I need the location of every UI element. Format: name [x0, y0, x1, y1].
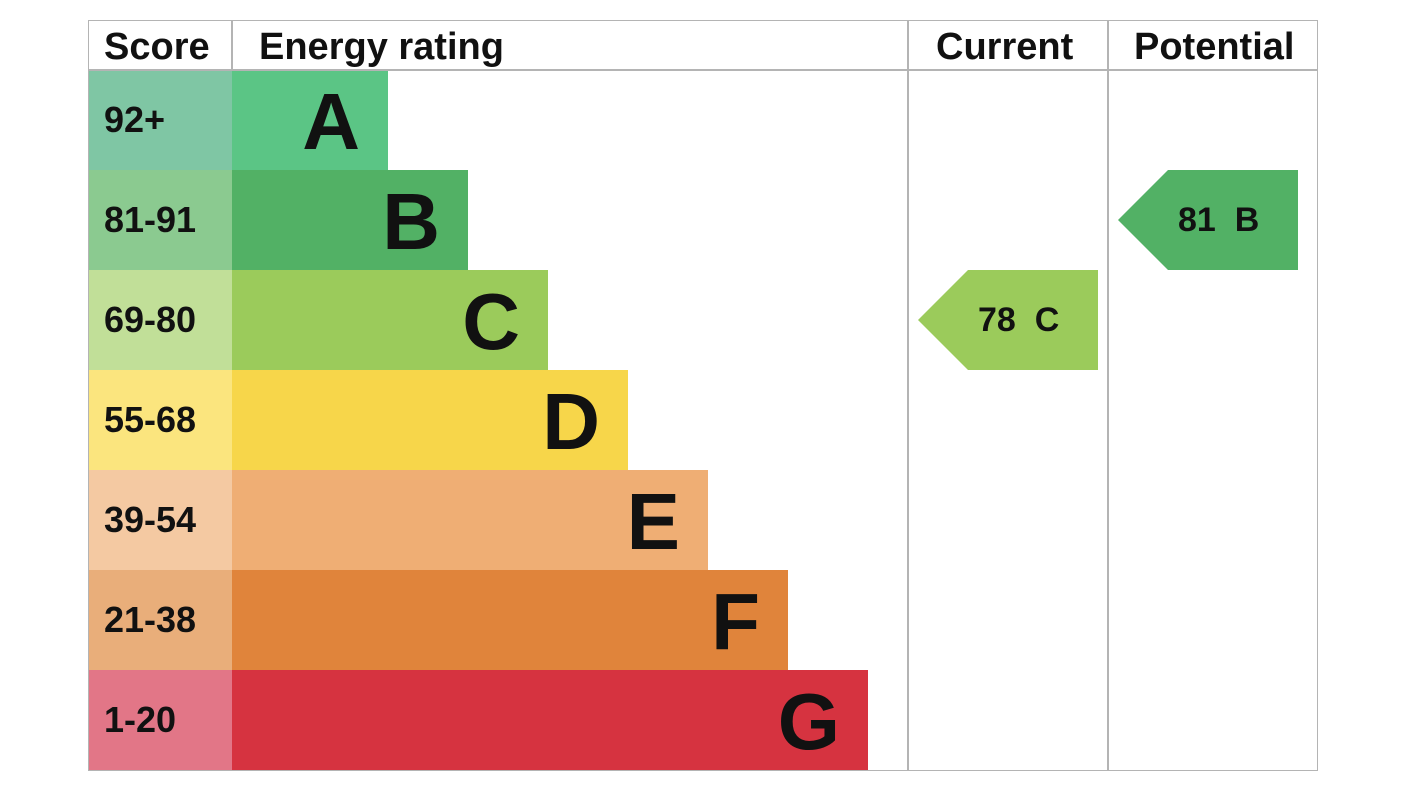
- current-header: Current: [936, 26, 1074, 68]
- potential-rating-label: 81 B: [1178, 201, 1260, 239]
- score-range-g: 1-20: [104, 699, 177, 740]
- current-column-divider: [907, 20, 909, 771]
- table-top-border: [88, 20, 1318, 21]
- potential-header: Potential: [1134, 26, 1295, 68]
- table-right-border: [1317, 20, 1318, 771]
- band-letter-d: D: [542, 377, 600, 466]
- current-rating-arrow: 78 C: [918, 270, 1098, 370]
- score-cell-f: 21-38: [89, 570, 232, 670]
- band-bar-f: F: [232, 570, 788, 670]
- band-bar-c: C: [232, 270, 548, 370]
- score-range-e: 39-54: [104, 499, 197, 540]
- band-bar-a: A: [232, 70, 388, 170]
- table-left-border: [88, 20, 89, 771]
- current-rating-label: 78 C: [978, 301, 1060, 339]
- score-cell-a: 92+: [89, 70, 232, 170]
- band-letter-b: B: [382, 177, 440, 266]
- potential-rating-arrow: 81 B: [1118, 170, 1298, 270]
- band-letter-g: G: [777, 677, 840, 766]
- potential-column-divider: [1107, 20, 1109, 771]
- table-bottom-border: [88, 770, 1318, 771]
- score-column-divider: [231, 20, 233, 70]
- band-bar-d: D: [232, 370, 628, 470]
- score-cell-c: 69-80: [89, 270, 232, 370]
- band-letter-e: E: [626, 477, 680, 566]
- band-bar-g: G: [232, 670, 868, 770]
- current-arrow-shape: [918, 270, 1098, 370]
- score-range-d: 55-68: [104, 399, 197, 440]
- score-range-b: 81-91: [104, 199, 197, 240]
- band-letter-c: C: [462, 277, 520, 366]
- band-bar-b: B: [232, 170, 468, 270]
- score-header: Score: [104, 26, 210, 68]
- score-range-f: 21-38: [104, 599, 197, 640]
- score-range-c: 69-80: [104, 299, 197, 340]
- energy-rating-header: Energy rating: [259, 26, 504, 68]
- band-bar-e: E: [232, 470, 708, 570]
- band-letter-f: F: [711, 577, 760, 666]
- score-cell-b: 81-91: [89, 170, 232, 270]
- potential-arrow-shape: [1118, 170, 1298, 270]
- score-range-a: 92+: [104, 99, 166, 140]
- score-cell-g: 1-20: [89, 670, 232, 770]
- header-divider: [88, 69, 1318, 71]
- score-cell-e: 39-54: [89, 470, 232, 570]
- score-cell-d: 55-68: [89, 370, 232, 470]
- band-letter-a: A: [302, 77, 360, 166]
